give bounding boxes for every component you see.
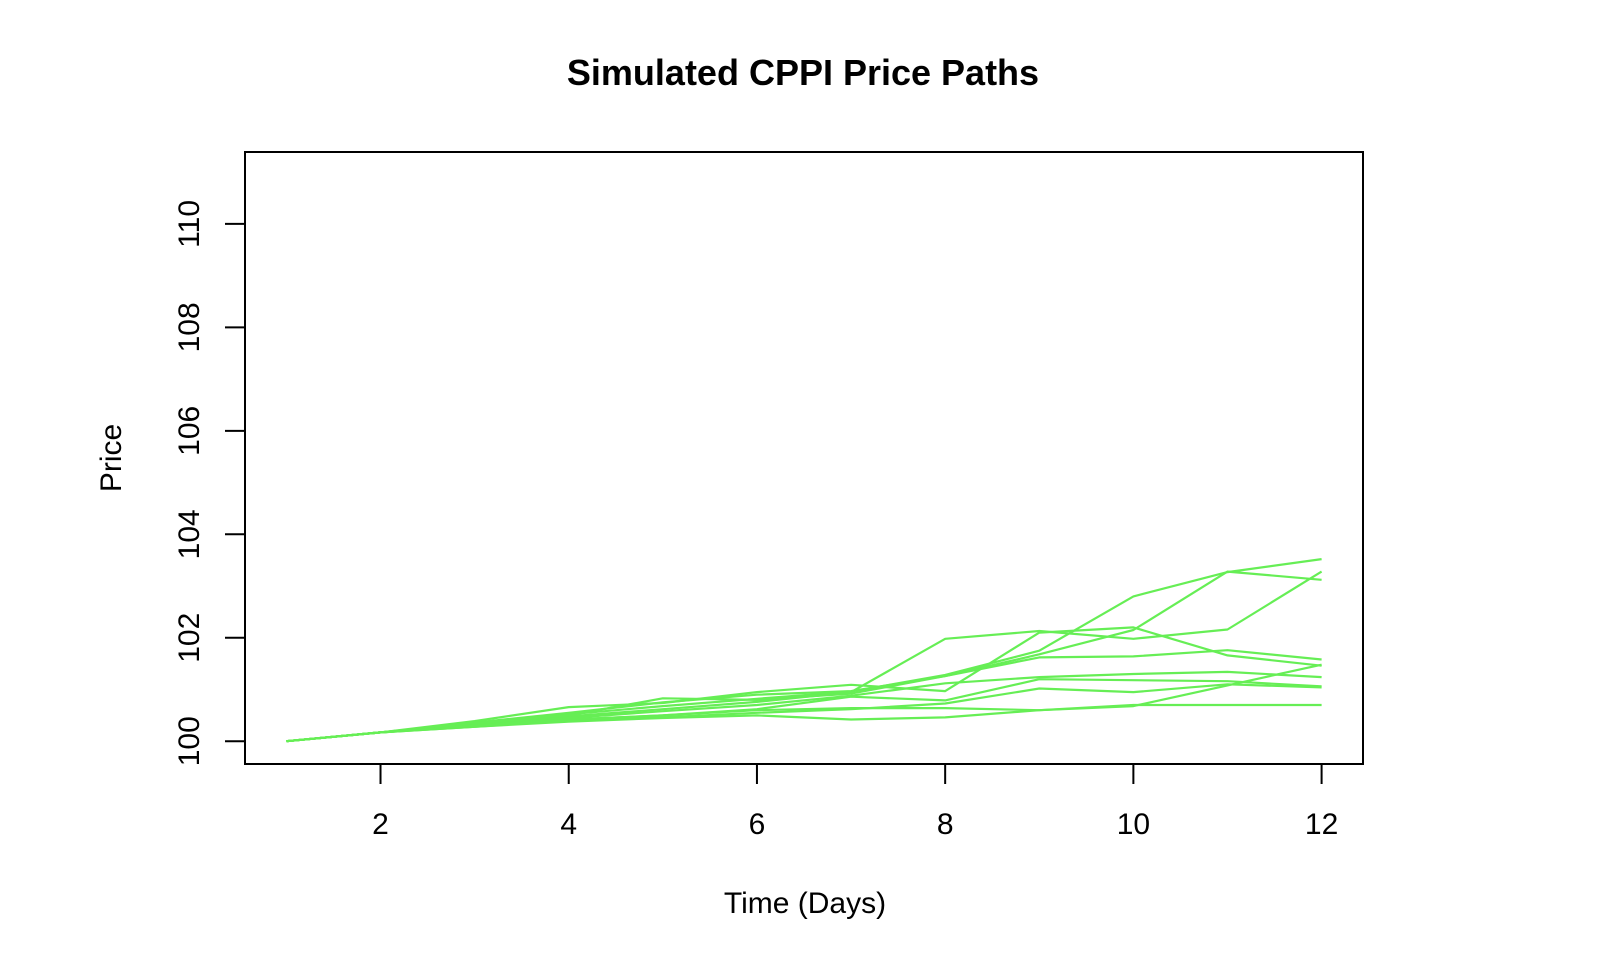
x-tick-label: 8 [937,808,954,841]
price-path-line [286,649,1322,743]
y-tick-label: 104 [173,509,206,559]
x-tick-label: 6 [749,808,766,841]
x-tick-label: 10 [1117,808,1150,841]
x-tick-label: 2 [372,808,389,841]
chart-title: Simulated CPPI Price Paths [567,52,1039,93]
y-tick-label: 102 [173,613,206,663]
price-path-line [286,670,1322,743]
x-tick-label: 4 [560,808,577,841]
x-tick-label: 12 [1305,808,1338,841]
price-path-line [286,626,1322,743]
y-tick-label: 108 [173,302,206,352]
price-path-line [286,570,1322,743]
price-path-line [286,558,1322,743]
x-axis: 2 4 6 8 10 12 [372,763,1338,841]
y-axis-label: Price [95,424,128,492]
price-path-line [286,570,1323,743]
x-axis-label: Time (Days) [724,887,886,920]
y-tick-label: 110 [173,200,206,248]
y-axis: 100 102 104 106 108 110 [173,200,246,766]
y-tick-label: 106 [173,406,206,456]
series-group [286,558,1323,743]
y-tick-label: 100 [173,716,206,766]
price-path-line [286,703,1322,743]
